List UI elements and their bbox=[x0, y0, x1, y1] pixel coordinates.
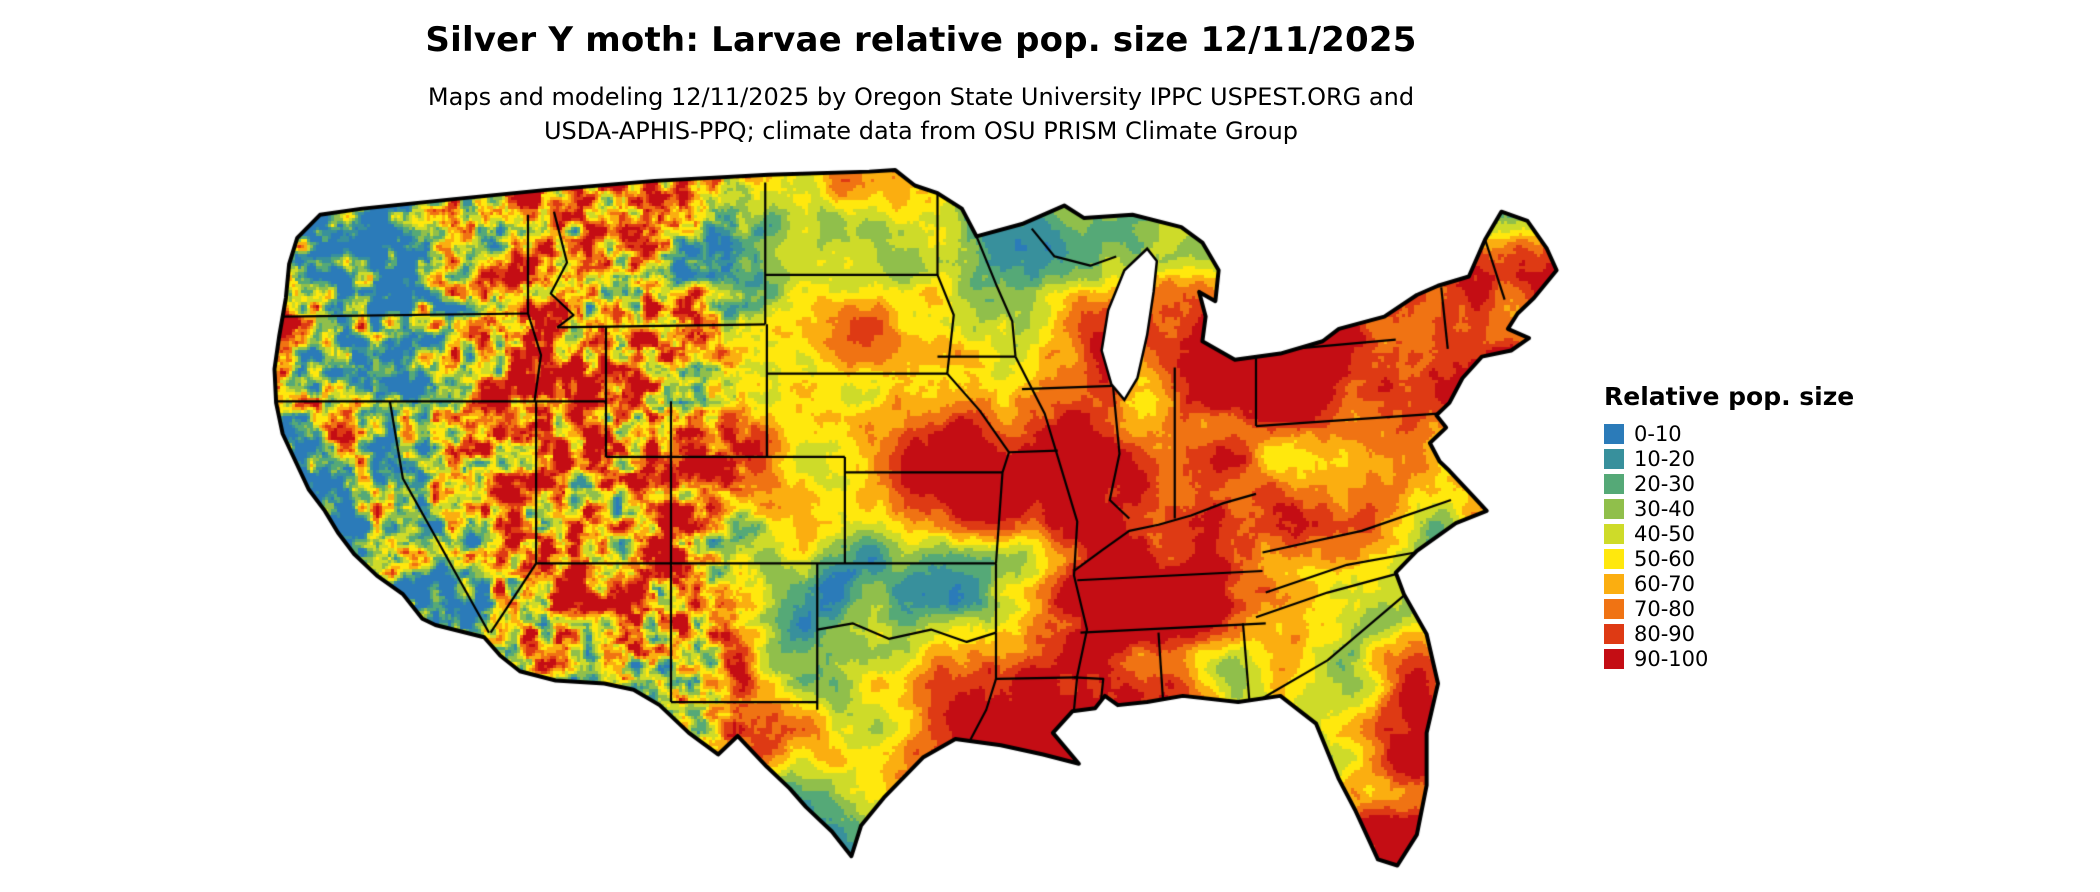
page-title: Silver Y moth: Larvae relative pop. size… bbox=[425, 20, 1417, 60]
legend-label: 10-20 bbox=[1634, 446, 1696, 471]
legend-label: 20-30 bbox=[1634, 471, 1696, 496]
legend-swatch bbox=[1604, 548, 1624, 569]
legend-swatch bbox=[1604, 623, 1624, 644]
subtitle-line-1: Maps and modeling 12/11/2025 by Oregon S… bbox=[427, 83, 1415, 111]
legend-label: 70-80 bbox=[1634, 596, 1696, 621]
legend-row: 70-80 bbox=[1604, 596, 1854, 621]
legend-label: 0-10 bbox=[1634, 421, 1682, 446]
legend-label: 90-100 bbox=[1634, 646, 1709, 671]
legend-row: 10-20 bbox=[1604, 446, 1854, 471]
legend-swatch bbox=[1604, 498, 1624, 519]
legend-swatch bbox=[1604, 648, 1624, 669]
legend-swatch bbox=[1604, 423, 1624, 444]
map-header: Silver Y moth: Larvae relative pop. size… bbox=[0, 20, 1842, 148]
legend-row: 40-50 bbox=[1604, 521, 1854, 546]
legend-swatch bbox=[1604, 448, 1624, 469]
legend-row: 30-40 bbox=[1604, 496, 1854, 521]
legend-label: 50-60 bbox=[1634, 546, 1696, 571]
legend-swatch bbox=[1604, 598, 1624, 619]
legend: Relative pop. size 0-10 10-20 20-30 30-40 40… bbox=[1604, 382, 1854, 671]
legend-items: 0-10 10-20 20-30 30-40 40-50 50-60 60-70 70-80 8… bbox=[1604, 421, 1854, 671]
legend-swatch bbox=[1604, 573, 1624, 594]
legend-title: Relative pop. size bbox=[1604, 382, 1855, 411]
legend-row: 60-70 bbox=[1604, 571, 1854, 596]
legend-row: 90-100 bbox=[1604, 646, 1854, 671]
legend-swatch bbox=[1604, 523, 1624, 544]
legend-row: 20-30 bbox=[1604, 471, 1854, 496]
legend-label: 40-50 bbox=[1634, 521, 1696, 546]
legend-swatch bbox=[1604, 473, 1624, 494]
map-container bbox=[268, 167, 1568, 884]
us-population-map bbox=[268, 167, 1568, 884]
page-subtitle: Maps and modeling 12/11/2025 by Oregon S… bbox=[0, 80, 1842, 148]
legend-row: 80-90 bbox=[1604, 621, 1854, 646]
legend-label: 80-90 bbox=[1634, 621, 1696, 646]
legend-row: 50-60 bbox=[1604, 546, 1854, 571]
subtitle-line-2: USDA-APHIS-PPQ; climate data from OSU PR… bbox=[543, 117, 1299, 145]
legend-label: 60-70 bbox=[1634, 571, 1696, 596]
legend-row: 0-10 bbox=[1604, 421, 1854, 446]
legend-label: 30-40 bbox=[1634, 496, 1696, 521]
